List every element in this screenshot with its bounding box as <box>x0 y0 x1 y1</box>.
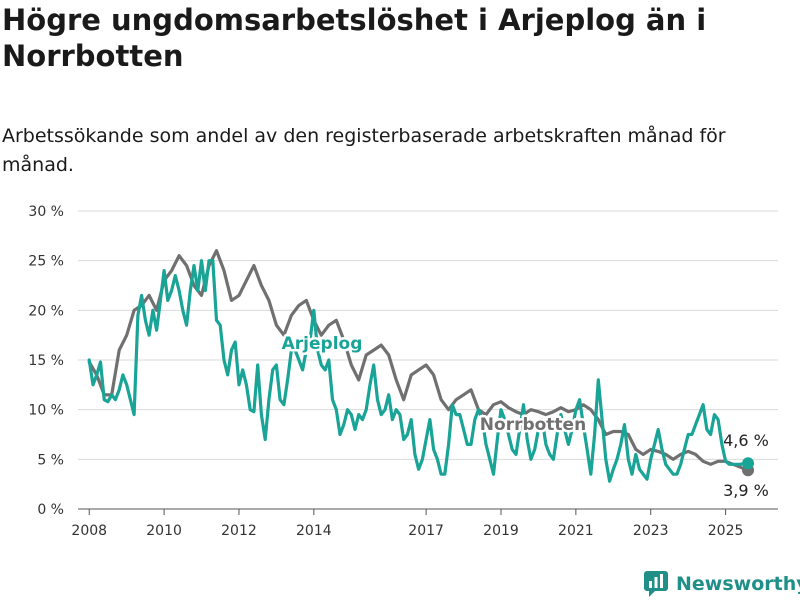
y-tick-label: 25 % <box>28 254 64 270</box>
x-axis: 2008 2010 2012 2014 2017 2019 2021 2023 2025 <box>71 509 743 539</box>
x-tick-label: 2019 <box>483 523 519 539</box>
x-tick-label: 2025 <box>708 523 744 539</box>
brand-name: Newsworthy <box>676 573 800 595</box>
end-value-arjeplog: 4,6 % <box>723 431 769 450</box>
series-name-norrbotten: Norrbotten <box>480 415 586 435</box>
series-line-arjeplog <box>87 259 750 483</box>
grid-lines <box>78 210 778 510</box>
y-tick-label: 0 % <box>37 502 64 518</box>
chart-subtitle: Arbetssökande som andel av den registerb… <box>2 125 726 176</box>
x-tick-label: 2017 <box>408 523 444 539</box>
y-tick-label: 30 % <box>28 204 64 220</box>
series-name-arjeplog: Arjeplog <box>282 334 363 354</box>
series-line-norrbotten <box>87 249 750 472</box>
chart-title: Högre ungdomsarbetslöshet i Arjeplog än … <box>2 3 707 73</box>
x-tick-label: 2008 <box>71 523 107 539</box>
series-labels: Norrbotten 3,9 % Arjeplog 4,6 % <box>279 332 769 501</box>
brand-logo: Newsworthy <box>644 570 800 598</box>
x-tick-label: 2012 <box>221 523 257 539</box>
y-axis: 0 % 5 % 10 % 15 % 20 % 25 % 30 % <box>28 204 64 518</box>
y-tick-label: 5 % <box>37 452 64 468</box>
x-tick-label: 2023 <box>633 523 669 539</box>
end-value-norrbotten: 3,9 % <box>723 481 769 500</box>
x-tick-label: 2021 <box>558 523 594 539</box>
end-point-arjeplog <box>742 457 755 470</box>
x-tick-label: 2010 <box>146 523 182 539</box>
bar-chart-logo-icon <box>644 571 668 597</box>
series-lines <box>87 249 750 483</box>
y-tick-label: 15 % <box>28 353 64 369</box>
x-tick-label: 2014 <box>296 523 332 539</box>
y-tick-label: 20 % <box>28 303 64 319</box>
y-tick-label: 10 % <box>28 403 64 419</box>
